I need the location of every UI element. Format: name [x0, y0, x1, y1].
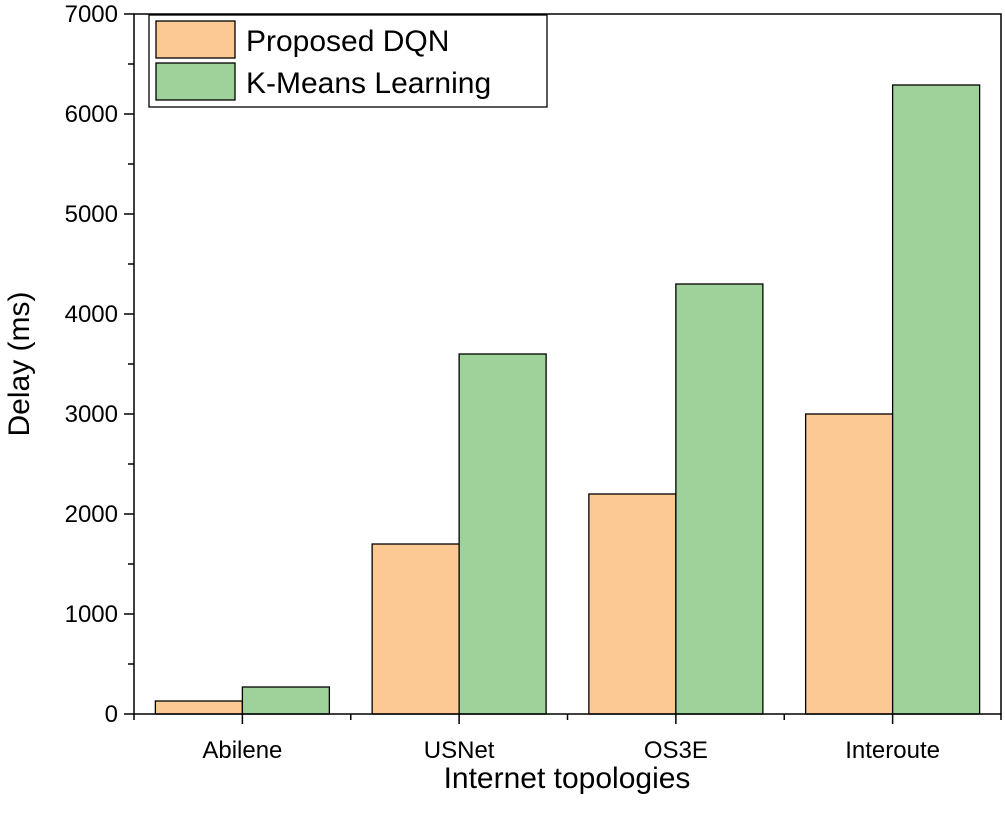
y-tick-label: 7000 — [65, 1, 118, 28]
axes-group: 0 1000 2000 3000 4000 5000 6000 7000 Abilene USNe… — [65, 1, 1002, 764]
legend-swatch — [155, 20, 236, 59]
bar-os3e-k-means-learning — [675, 283, 764, 715]
bar-usnet-proposed-dqn — [371, 543, 460, 715]
legend-swatch — [155, 62, 236, 101]
x-tick-label: USNet — [424, 737, 495, 764]
y-tick-label: 3000 — [65, 401, 118, 428]
legend-label: K-Means Learning — [246, 67, 491, 100]
bar-abilene-k-means-learning — [241, 686, 331, 715]
legend: Proposed DQN K-Means Learning — [148, 14, 548, 108]
bar-interoute-k-means-learning — [891, 84, 981, 715]
y-tick-label: 2000 — [65, 501, 118, 528]
x-tick-label: Abilene — [202, 737, 282, 764]
x-tick-label: Interoute — [845, 737, 940, 764]
y-axis-title: Delay (ms) — [3, 291, 36, 436]
y-tick-label: 4000 — [65, 301, 118, 328]
bar-abilene-proposed-dqn — [154, 700, 244, 715]
bar-interoute-proposed-dqn — [804, 413, 894, 715]
legend-label: Proposed DQN — [246, 25, 449, 58]
y-tick-label: 5000 — [65, 201, 118, 228]
x-tick-label: OS3E — [644, 737, 708, 764]
y-tick-label: 0 — [105, 701, 118, 728]
y-tick-label: 1000 — [65, 601, 118, 628]
x-axis-title: Internet topologies — [444, 762, 691, 795]
y-tick-label: 6000 — [65, 101, 118, 128]
bar-os3e-proposed-dqn — [588, 493, 677, 715]
bars-group — [154, 84, 981, 715]
bar-usnet-k-means-learning — [458, 353, 547, 715]
